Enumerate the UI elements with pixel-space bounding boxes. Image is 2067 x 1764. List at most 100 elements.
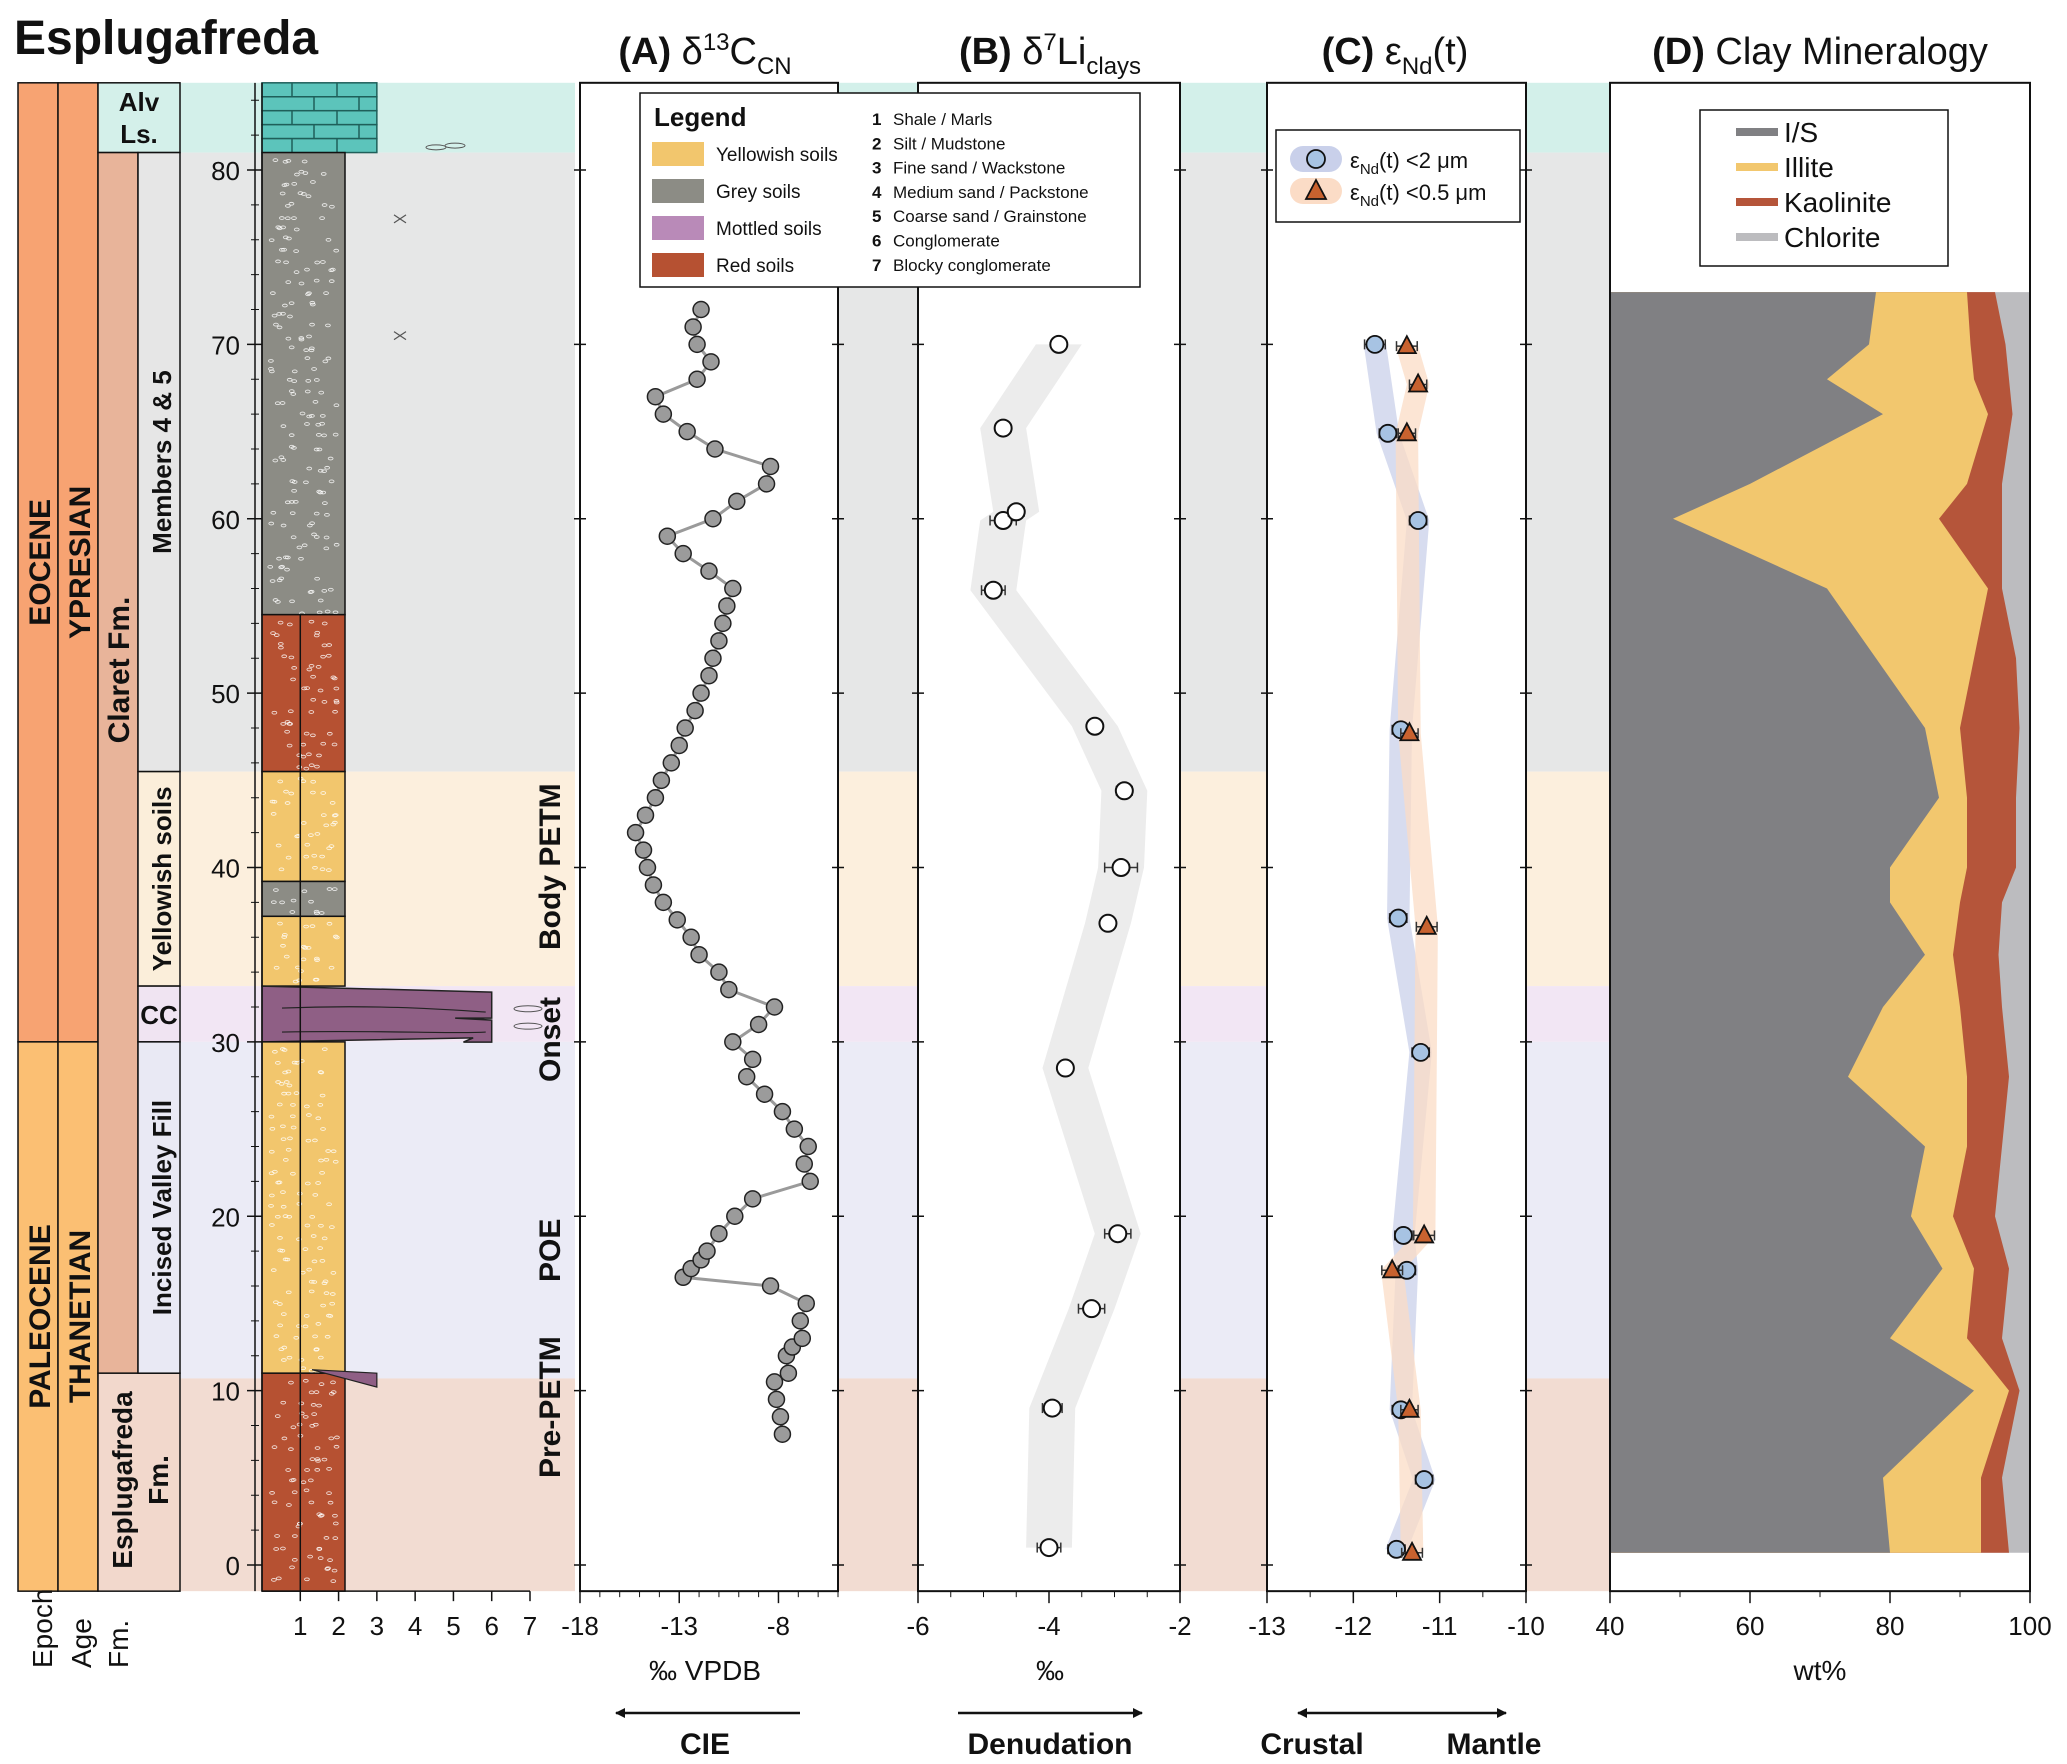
soil-grain xyxy=(330,1579,337,1583)
legend-soil-swatch xyxy=(652,142,704,166)
panel-title: (B) δ7Liclays xyxy=(959,29,1141,80)
soil-grain xyxy=(274,1414,281,1418)
soil-grain xyxy=(289,1114,296,1119)
soil-grain xyxy=(268,1171,275,1176)
soil-grain xyxy=(305,945,312,950)
soil-grain xyxy=(326,731,333,736)
soil-grain xyxy=(288,1380,294,1385)
cie-label: CIE xyxy=(680,1728,730,1761)
soil-grain xyxy=(312,1334,318,1339)
carbon-isotope-point xyxy=(726,1207,744,1225)
soil-grain xyxy=(288,655,295,660)
soil-grain xyxy=(286,1503,292,1507)
member-column: Members 4 & 5 Yellowish soils CC Incised Va… xyxy=(137,151,181,1374)
soil-grain xyxy=(326,1202,332,1207)
x-tick-label: -13 xyxy=(1248,1611,1286,1641)
soil-grain xyxy=(310,697,317,702)
soil-grain xyxy=(290,677,296,682)
soil-grain xyxy=(320,654,326,659)
grain-tick-label: 1 xyxy=(293,1611,307,1641)
soil-grain xyxy=(334,1435,340,1440)
soil-grain xyxy=(277,1302,283,1306)
soil-grain xyxy=(308,1390,315,1395)
legend-grain-num: 4 xyxy=(872,183,882,202)
soil-grain xyxy=(278,645,284,650)
carbon-isotope-point xyxy=(718,597,736,615)
soil-grain xyxy=(308,833,314,837)
zone-band-members xyxy=(1526,152,1610,772)
grain-tick-label: 4 xyxy=(408,1611,422,1641)
soil-grain xyxy=(296,765,303,769)
member-label: CC xyxy=(140,1000,178,1030)
soil-grain xyxy=(303,854,310,859)
lithium-point xyxy=(1111,858,1131,877)
soil-grain xyxy=(289,500,295,504)
soil-grain xyxy=(330,1271,337,1275)
limestone-bed xyxy=(261,109,378,126)
formation-label-alv-2: Ls. xyxy=(120,119,158,149)
soil-grain xyxy=(313,911,320,916)
soil-grain xyxy=(329,204,335,209)
panel-title: (D) Clay Mineralogy xyxy=(1652,31,1988,73)
panel-sub: clays xyxy=(1086,53,1141,80)
soil-texture xyxy=(270,619,340,771)
panel-symbol: δ xyxy=(1022,31,1043,73)
x-tick-label: 40 xyxy=(1596,1611,1625,1641)
soil-grain xyxy=(318,1223,324,1228)
soil-grain xyxy=(309,322,315,327)
soil-grain xyxy=(288,791,295,796)
formation-label-espl-2: Fm. xyxy=(143,1455,174,1505)
soil-grain xyxy=(310,733,316,738)
soil-grain xyxy=(273,1300,279,1305)
soil-grain xyxy=(288,301,295,306)
soil-grain xyxy=(317,1355,324,1360)
formation-box-esplugafreda xyxy=(97,1372,181,1592)
formation-box-alv xyxy=(97,82,181,154)
soil-grain xyxy=(273,888,279,892)
soil-grain xyxy=(330,1149,337,1154)
lithium-point xyxy=(993,418,1013,438)
epoch-header: Epoch xyxy=(27,1589,58,1668)
soil-grain xyxy=(323,1536,330,1540)
carbon-isotope-point xyxy=(720,980,738,999)
carbon-isotope-point xyxy=(710,963,728,981)
soil-grain xyxy=(309,300,316,305)
soil-grain xyxy=(311,1259,318,1264)
yellow-soil-bed xyxy=(261,915,346,987)
soil-grain xyxy=(288,444,295,449)
zone-band-cc xyxy=(1180,986,1267,1042)
age-label: YPRESIAN xyxy=(64,486,97,639)
soil-grain xyxy=(313,1347,320,1352)
carbon-isotope-point xyxy=(702,353,720,371)
legend-grain-label: Fine sand / Wackstone xyxy=(893,159,1065,178)
soil-grain xyxy=(288,201,295,206)
grey-soil-bed xyxy=(261,151,346,616)
carbon-isotope-point xyxy=(771,1408,790,1426)
soil-grain xyxy=(291,369,298,374)
soil-grain xyxy=(314,630,321,635)
stratigraphic-column: EOCENE PALEOCENE YPRESIAN THANETIAN AlvLs.… xyxy=(17,82,567,1668)
grey-soil-bed xyxy=(261,880,346,918)
carbon-isotope-point xyxy=(652,771,671,790)
soil-grain xyxy=(308,1279,315,1284)
nd-clay-05um-point xyxy=(1413,1223,1435,1244)
soil-grain xyxy=(270,631,276,635)
soil-grain xyxy=(284,216,291,221)
soil-grain xyxy=(320,1303,326,1308)
soil-grain xyxy=(268,1114,275,1119)
soil-grain xyxy=(316,610,323,615)
depth-tick-label: 40 xyxy=(211,854,240,884)
limestone-bed xyxy=(261,82,378,98)
lithium-point xyxy=(1082,1299,1102,1319)
figure-title: Esplugafreda xyxy=(14,12,318,65)
soil-grain xyxy=(269,1126,276,1131)
nd-legend-circle xyxy=(1306,149,1326,169)
soil-grain xyxy=(280,523,287,528)
carbon-isotope-point xyxy=(749,1015,768,1034)
soil-grain xyxy=(270,510,277,515)
soil-grain xyxy=(321,699,328,704)
soil-grain xyxy=(280,1137,287,1142)
soil-grain xyxy=(279,1047,286,1051)
soil-grain xyxy=(321,643,328,648)
